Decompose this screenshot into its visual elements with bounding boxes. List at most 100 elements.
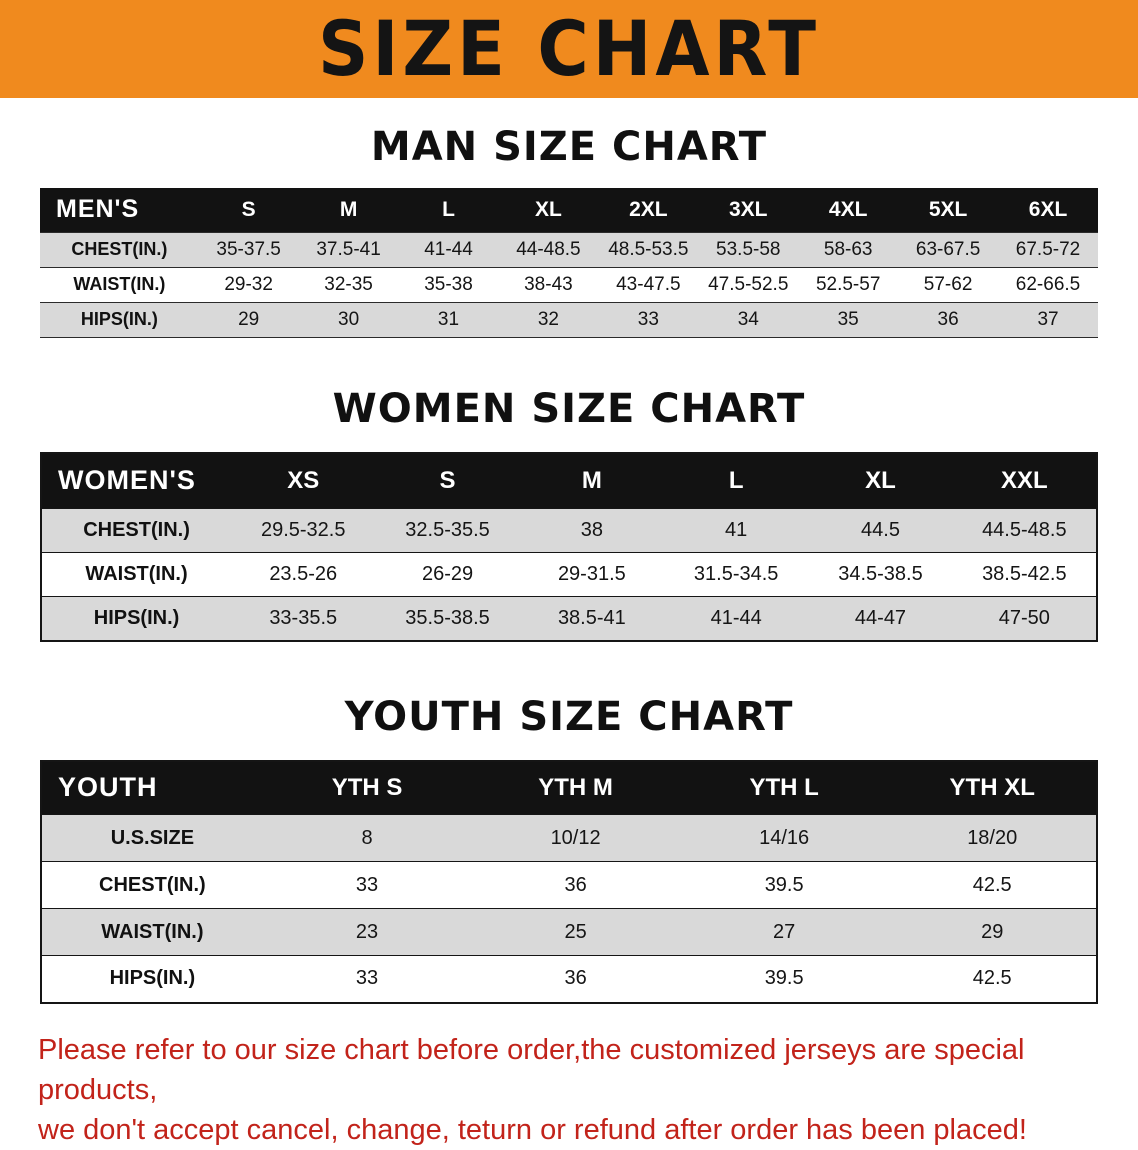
men-size-column-header: 4XL	[798, 188, 899, 232]
youth-measure-row: HIPS(IN.) 33 36 39.5 42.5	[41, 955, 1097, 1003]
youth-size-cell: 25	[564, 920, 587, 943]
youth-size-cell: 36	[564, 873, 587, 896]
women-size-cell: 23.5-26	[269, 563, 338, 585]
men-size-cell: 37	[1037, 308, 1059, 330]
women-size-cell: 44.5	[861, 519, 900, 541]
men-size-column-header: 2XL	[598, 188, 699, 232]
disclaimer-line-2: we don't accept cancel, change, teturn o…	[38, 1113, 1027, 1146]
men-size-cell: 44-48.5	[516, 238, 581, 260]
women-size-column-header: S	[375, 452, 520, 509]
youth-size-cell: 42.5	[972, 967, 1012, 990]
youth-size-cell: 18/20	[967, 826, 1018, 849]
men-size-column-header: 3XL	[698, 188, 799, 232]
men-row-label: WAIST(IN.)	[73, 274, 166, 294]
women-size-cell: 35.5-38.5	[405, 606, 490, 629]
youth-header-row: YOUTH YTH S YTH M YTH L YTH XL	[41, 760, 1097, 815]
men-size-column-header: M	[298, 188, 399, 232]
men-size-cell: 63-67.5	[915, 238, 981, 260]
men-corner-label: MEN'S	[40, 188, 199, 232]
women-size-cell: 47-50	[998, 606, 1050, 629]
men-size-column-header: L	[398, 188, 499, 232]
youth-size-cell: 42.5	[972, 873, 1012, 896]
youth-size-column-header: YTH XL	[888, 760, 1097, 815]
women-header-row: WOMEN'S XS S M L XL XXL	[41, 452, 1097, 509]
youth-row-label: U.S.SIZE	[110, 826, 195, 849]
women-size-column-header: XS	[231, 452, 376, 509]
men-size-cell: 32-35	[324, 273, 373, 295]
women-size-cell: 38.5-41	[557, 606, 626, 629]
men-chart-heading: MAN SIZE CHART	[370, 124, 768, 170]
women-size-cell: 31.5-34.5	[693, 563, 779, 585]
youth-size-cell: 10/12	[550, 826, 601, 849]
men-size-cell: 47.5-52.5	[708, 273, 789, 295]
men-size-cell: 43-47.5	[616, 273, 681, 295]
men-size-cell: 52.5-57	[815, 273, 881, 295]
women-size-chart-section: WOMEN SIZE CHART WOMEN'S XS S M L XL XXL CHEST(…	[0, 386, 1138, 642]
men-row-label: HIPS(IN.)	[80, 309, 158, 329]
youth-measure-row: CHEST(IN.) 33 36 39.5 42.5	[41, 861, 1097, 909]
youth-size-cell: 23	[355, 920, 379, 943]
women-chart-heading: WOMEN SIZE CHART	[332, 385, 806, 432]
men-size-column-header: 6XL	[998, 188, 1098, 232]
men-size-cell: 30	[338, 308, 360, 330]
women-corner-label: WOMEN'S	[41, 452, 232, 509]
men-size-cell: 29	[238, 308, 260, 330]
women-size-column-header: XXL	[952, 452, 1097, 509]
men-size-cell: 48.5-53.5	[608, 238, 689, 260]
women-size-column-header: M	[519, 452, 665, 509]
men-size-cell: 67.5-72	[1015, 238, 1081, 260]
men-size-cell: 29-32	[224, 273, 273, 295]
youth-size-column-header: YTH S	[262, 760, 472, 815]
youth-size-cell: 33	[355, 873, 379, 896]
women-size-cell: 29.5-32.5	[260, 519, 346, 541]
men-size-chart-section: MAN SIZE CHART MEN'S S M L XL 2XL 3XL 4XL 5XL 6XL…	[0, 124, 1138, 338]
women-size-cell: 26-29	[421, 563, 474, 585]
youth-size-table: YOUTH YTH S YTH M YTH L YTH XL U.S.SIZE 8 10/12…	[40, 759, 1098, 1004]
youth-size-cell: 36	[564, 967, 587, 990]
men-size-cell: 58-63	[823, 238, 873, 260]
men-row-label: CHEST(IN.)	[71, 239, 168, 259]
women-size-cell: 38	[580, 519, 603, 541]
men-size-cell: 57-62	[923, 273, 973, 295]
men-size-cell: 35-38	[424, 273, 473, 295]
women-size-cell: 32.5-35.5	[405, 519, 490, 541]
men-size-cell: 34	[737, 308, 759, 330]
women-size-column-header: XL	[808, 452, 953, 509]
women-row-label: HIPS(IN.)	[93, 606, 180, 629]
youth-corner-label: YOUTH	[41, 760, 263, 815]
youth-measure-row: U.S.SIZE 8 10/12 14/16 18/20	[41, 814, 1097, 862]
women-row-label: WAIST(IN.)	[85, 563, 188, 585]
youth-size-column-header: YTH L	[679, 760, 889, 815]
men-size-cell: 33	[637, 308, 659, 330]
men-size-cell: 41-44	[424, 238, 473, 260]
banner-title: SIZE CHART	[317, 4, 821, 94]
men-size-table: MEN'S S M L XL 2XL 3XL 4XL 5XL 6XL CHEST(IN.) 35-37…	[40, 188, 1098, 338]
men-size-column-header: 5XL	[898, 188, 999, 232]
men-measure-row: HIPS(IN.) 29 30 31 32 33 34 35 36 37	[40, 302, 1098, 337]
women-row-label: CHEST(IN.)	[83, 519, 190, 541]
youth-size-chart-section: YOUTH SIZE CHART YOUTH YTH S YTH M YTH L YTH…	[0, 694, 1138, 1004]
youth-size-cell: 39.5	[764, 967, 804, 990]
men-measure-row: WAIST(IN.) 29-32 32-35 35-38 38-43 43-47.5 47.…	[40, 267, 1098, 302]
women-measure-row: CHEST(IN.) 29.5-32.5 32.5-35.5 38 41 44.5 44.5…	[41, 508, 1097, 553]
women-size-table: WOMEN'S XS S M L XL XXL CHEST(IN.) 29.5-32.5 32.5…	[40, 451, 1098, 642]
banner: SIZE CHART	[0, 0, 1138, 98]
men-size-cell: 62-66.5	[1015, 273, 1081, 295]
women-measure-row: WAIST(IN.) 23.5-26 26-29 29-31.5 31.5-34.5 34…	[41, 552, 1097, 597]
men-size-cell: 31	[437, 308, 460, 330]
women-size-cell: 38.5-42.5	[982, 563, 1067, 585]
disclaimer-line-1: Please refer to our size chart before or…	[38, 1033, 1025, 1106]
youth-size-cell: 27	[773, 920, 796, 943]
youth-size-cell: 39.5	[764, 873, 804, 896]
youth-row-label: HIPS(IN.)	[109, 967, 196, 990]
youth-chart-heading: YOUTH SIZE CHART	[344, 693, 794, 740]
women-size-cell: 29-31.5	[557, 563, 626, 585]
women-measure-row: HIPS(IN.) 33-35.5 35.5-38.5 38.5-41 41-44 44-…	[41, 596, 1097, 641]
women-size-cell: 44.5-48.5	[982, 519, 1067, 541]
youth-row-label: WAIST(IN.)	[101, 920, 204, 943]
men-size-cell: 37.5-41	[316, 238, 381, 260]
women-size-column-header: L	[664, 452, 809, 509]
youth-size-cell: 8	[361, 826, 373, 849]
women-size-cell: 41-44	[710, 606, 762, 629]
